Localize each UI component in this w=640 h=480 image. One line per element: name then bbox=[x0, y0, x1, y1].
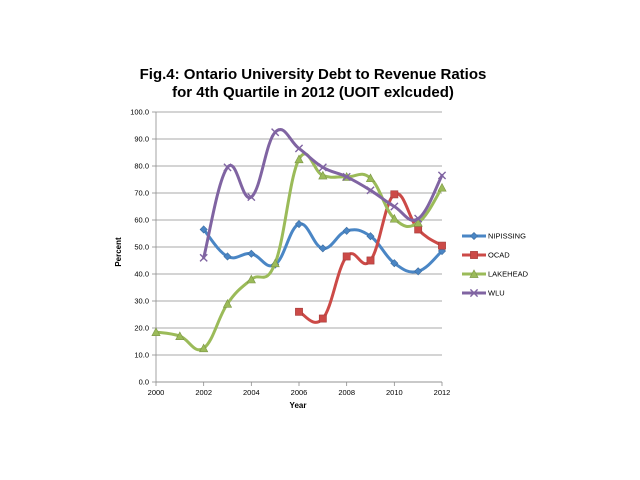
series-nipissing-point bbox=[342, 226, 351, 235]
series-wlu-point bbox=[437, 171, 447, 180]
series-lakehead-point bbox=[389, 213, 399, 223]
x-tick-label: 2006 bbox=[291, 388, 308, 397]
series-wlu-point bbox=[366, 186, 375, 195]
series-wlu-point bbox=[342, 172, 351, 181]
series-lakehead-point bbox=[365, 173, 376, 183]
y-tick-label: 60.0 bbox=[134, 216, 149, 225]
legend-wlu-point bbox=[469, 288, 479, 298]
y-tick-label: 20.0 bbox=[134, 324, 149, 333]
series-lakehead-point bbox=[318, 170, 328, 180]
y-tick-label: 50.0 bbox=[134, 243, 149, 252]
legend-label: NIPISSING bbox=[488, 232, 526, 241]
series-wlu-point bbox=[390, 202, 399, 211]
series-wlu-point bbox=[414, 214, 423, 223]
legend-ocad-point bbox=[470, 251, 478, 259]
series-ocad-point bbox=[438, 241, 446, 250]
legend-item-ocad: OCAD bbox=[462, 251, 510, 260]
series-lakehead-point bbox=[270, 258, 280, 268]
legend-label: LAKEHEAD bbox=[488, 270, 529, 279]
series-ocad-point bbox=[390, 190, 399, 199]
y-tick-label: 70.0 bbox=[134, 189, 149, 198]
y-tick-label: 40.0 bbox=[134, 270, 149, 279]
series-lakehead-point bbox=[151, 327, 161, 336]
legend-label: WLU bbox=[488, 289, 505, 298]
series-lakehead-point bbox=[222, 298, 233, 308]
series-nipissing-point bbox=[223, 252, 232, 261]
x-tick-label: 2012 bbox=[434, 388, 451, 397]
x-tick-label: 2004 bbox=[243, 388, 260, 397]
series-ocad-point bbox=[414, 225, 423, 234]
legend-lakehead-point bbox=[469, 269, 479, 278]
legend-item-nipissing: NIPISSING bbox=[462, 232, 526, 241]
y-tick-label: 10.0 bbox=[134, 351, 149, 360]
series-nipissing-point bbox=[318, 244, 327, 253]
series-lakehead-point bbox=[246, 274, 256, 284]
series-wlu bbox=[199, 128, 447, 262]
series-wlu-point bbox=[223, 163, 232, 172]
series-nipissing-point bbox=[199, 225, 208, 234]
series-ocad-point bbox=[295, 307, 303, 316]
y-tick-label: 90.0 bbox=[134, 135, 149, 144]
legend-item-lakehead: LAKEHEAD bbox=[462, 269, 529, 279]
series-lakehead-point bbox=[294, 154, 304, 164]
series-ocad bbox=[295, 190, 446, 324]
chart-title-line-2: for 4th Quartile in 2012 (UOIT exlcuded) bbox=[172, 84, 454, 101]
series-ocad-point bbox=[342, 252, 351, 261]
x-tick-label: 2000 bbox=[148, 388, 165, 397]
data-series bbox=[151, 128, 447, 353]
gridlines bbox=[156, 111, 442, 383]
y-tick-label: 0.0 bbox=[139, 378, 149, 387]
series-nipissing-point bbox=[414, 267, 423, 276]
y-axis-ticks: 0.0 10.0 20.0 30.0 40.0 50.0 60.0 70.0 80.0 90.0 1… bbox=[130, 108, 156, 387]
x-tick-label: 2002 bbox=[195, 388, 212, 397]
legend: NIPISSING OCAD LAKEHEAD WLU bbox=[462, 232, 529, 298]
series-ocad-point bbox=[318, 314, 327, 323]
series-wlu-point bbox=[294, 144, 304, 153]
series-nipissing-point bbox=[366, 232, 375, 241]
chart-title-line-1: Fig.4: Ontario University Debt to Revenu… bbox=[140, 66, 487, 83]
series-lakehead-point bbox=[437, 182, 447, 192]
series-lakehead bbox=[151, 152, 447, 353]
series-nipissing bbox=[199, 220, 447, 276]
series-lakehead-point bbox=[199, 343, 209, 353]
legend-nipissing-point bbox=[469, 231, 479, 241]
x-axis-label: Year bbox=[290, 401, 307, 410]
legend-label: OCAD bbox=[488, 251, 510, 260]
y-tick-label: 80.0 bbox=[134, 162, 149, 171]
series-wlu-point bbox=[247, 192, 256, 202]
series-wlu-point bbox=[199, 253, 208, 262]
series-lakehead-point bbox=[175, 331, 185, 341]
series-nipissing-point bbox=[247, 249, 256, 258]
y-axis-label: Percent bbox=[114, 237, 123, 267]
series-wlu-point bbox=[271, 128, 280, 137]
axes bbox=[155, 112, 442, 383]
legend-item-wlu: WLU bbox=[462, 289, 505, 298]
y-tick-label: 30.0 bbox=[134, 297, 149, 306]
series-lakehead-line bbox=[154, 152, 444, 352]
x-tick-label: 2010 bbox=[386, 388, 403, 397]
series-nipissing-point bbox=[390, 259, 399, 268]
series-wlu-line bbox=[202, 128, 444, 260]
series-lakehead-point bbox=[413, 217, 423, 227]
series-nipissing-point bbox=[294, 220, 304, 229]
x-axis-ticks: 2000 2002 2004 2006 2008 2010 2012 bbox=[148, 382, 451, 397]
x-tick-label: 2008 bbox=[338, 388, 355, 397]
series-wlu-point bbox=[318, 163, 327, 172]
series-ocad-point bbox=[366, 256, 375, 265]
y-tick-label: 100.0 bbox=[130, 108, 149, 117]
